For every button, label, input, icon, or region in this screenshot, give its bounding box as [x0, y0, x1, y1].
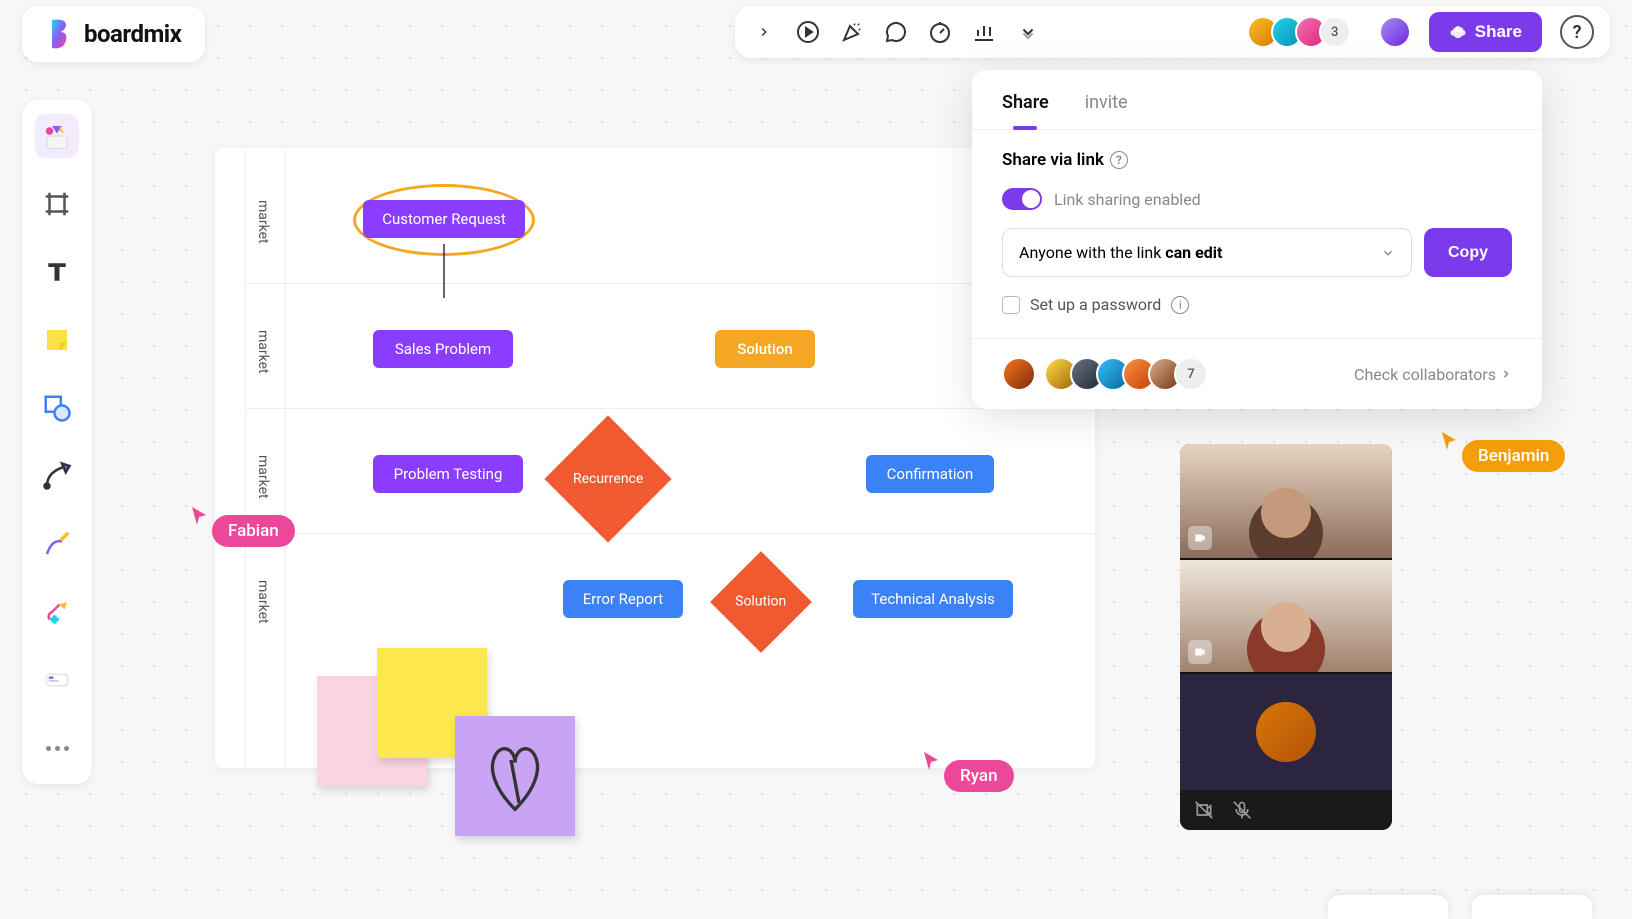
highlighter-tool[interactable]	[35, 590, 79, 634]
lane-divider	[245, 283, 1095, 284]
sticky-note[interactable]	[455, 716, 575, 836]
component-tool[interactable]	[35, 658, 79, 702]
tab-share[interactable]: Share	[1002, 92, 1049, 129]
cursor-icon	[1440, 430, 1460, 452]
collaborator-avatars: 7	[1002, 357, 1208, 391]
heart-drawing-icon	[480, 736, 550, 816]
node-error-report[interactable]: Error Report	[563, 580, 683, 618]
lane-label: market	[255, 580, 271, 624]
current-user-avatar[interactable]	[1379, 16, 1411, 48]
lane-divider	[245, 408, 1095, 409]
copy-button[interactable]: Copy	[1424, 228, 1512, 277]
help-button[interactable]: ?	[1560, 15, 1594, 49]
chevron-down-icon	[1381, 246, 1395, 260]
cursor-icon	[922, 750, 942, 772]
bottom-controls	[1328, 895, 1592, 919]
tab-invite[interactable]: invite	[1085, 92, 1128, 129]
share-icon	[1449, 23, 1467, 41]
password-label: Set up a password	[1030, 295, 1161, 314]
video-tile[interactable]	[1180, 558, 1392, 672]
bottom-bar-item[interactable]	[1328, 895, 1448, 919]
cursor-icon	[190, 505, 210, 527]
presence-avatars[interactable]: 3	[1247, 16, 1351, 48]
cursor-label: Fabian	[212, 515, 295, 547]
lane-divider	[245, 533, 1095, 534]
cursor-benjamin: Benjamin	[1440, 430, 1565, 472]
share-panel: Share invite Share via link ? Link shari…	[972, 70, 1542, 409]
node-solution-diamond[interactable]: Solution	[710, 551, 812, 653]
share-tabs: Share invite	[972, 70, 1542, 130]
camera-icon[interactable]	[1188, 640, 1212, 664]
node-technical-analysis[interactable]: Technical Analysis	[853, 580, 1013, 618]
chevron-right-icon	[1500, 368, 1512, 380]
info-icon[interactable]: i	[1171, 296, 1189, 314]
lane-label: market	[255, 330, 271, 374]
node-problem-testing[interactable]: Problem Testing	[373, 455, 523, 493]
text-tool[interactable]	[35, 250, 79, 294]
lane-label: market	[255, 455, 271, 499]
node-sales-problem[interactable]: Sales Problem	[373, 330, 513, 368]
lane-vertical	[245, 148, 246, 768]
more-tools[interactable]	[35, 726, 79, 770]
mic-off-icon[interactable]	[1232, 800, 1252, 820]
assets-tool[interactable]	[35, 114, 79, 158]
cursor-label: Benjamin	[1462, 440, 1565, 472]
connector-tool[interactable]	[35, 454, 79, 498]
camera-icon[interactable]	[1188, 526, 1212, 550]
top-toolbar: 3 Share ?	[735, 6, 1610, 58]
comment-icon[interactable]	[883, 19, 909, 45]
cursor-fabian: Fabian	[190, 505, 295, 547]
share-button[interactable]: Share	[1429, 12, 1542, 52]
video-tile[interactable]	[1180, 672, 1392, 790]
cursor-ryan: Ryan	[922, 750, 1014, 792]
logo-text: boardmix	[84, 20, 181, 48]
bottom-bar-item[interactable]	[1472, 895, 1592, 919]
frame-tool[interactable]	[35, 182, 79, 226]
video-controls	[1180, 790, 1392, 830]
shape-tool[interactable]	[35, 386, 79, 430]
toggle-label: Link sharing enabled	[1054, 190, 1201, 209]
check-collaborators-link[interactable]: Check collaborators	[1354, 365, 1512, 384]
video-tile[interactable]	[1180, 444, 1392, 558]
cursor-label: Ryan	[944, 760, 1014, 792]
more-down-icon[interactable]	[1015, 19, 1041, 45]
chevron-right-icon[interactable]	[751, 19, 777, 45]
avatar	[1002, 357, 1036, 391]
node-recurrence[interactable]: Recurrence	[544, 415, 671, 542]
node-customer-request[interactable]: Customer Request	[363, 200, 525, 238]
logo-mark-icon	[46, 18, 74, 50]
sticky-tool[interactable]	[35, 318, 79, 362]
confetti-icon[interactable]	[839, 19, 865, 45]
node-confirmation[interactable]: Confirmation	[866, 455, 994, 493]
avatar	[1256, 702, 1316, 762]
node-solution[interactable]: Solution	[715, 330, 815, 368]
chart-icon[interactable]	[971, 19, 997, 45]
lane-vertical	[285, 148, 286, 768]
password-checkbox[interactable]	[1002, 296, 1020, 314]
avatar-overflow: 3	[1319, 16, 1351, 48]
video-panel[interactable]	[1180, 444, 1392, 830]
share-section-title: Share via link ?	[1002, 150, 1512, 170]
share-button-label: Share	[1475, 22, 1522, 42]
left-toolbar	[22, 100, 92, 784]
pen-tool[interactable]	[35, 522, 79, 566]
info-icon[interactable]: ?	[1110, 151, 1128, 169]
avatar-overflow: 7	[1174, 357, 1208, 391]
lane-label: market	[255, 200, 271, 244]
canvas[interactable]: market market market market Customer Req…	[215, 148, 1095, 768]
camera-off-icon[interactable]	[1194, 800, 1214, 820]
logo[interactable]: boardmix	[22, 6, 205, 62]
play-icon[interactable]	[795, 19, 821, 45]
link-sharing-toggle[interactable]	[1002, 188, 1042, 210]
permission-dropdown[interactable]: Anyone with the link can edit	[1002, 228, 1412, 277]
timer-icon[interactable]	[927, 19, 953, 45]
